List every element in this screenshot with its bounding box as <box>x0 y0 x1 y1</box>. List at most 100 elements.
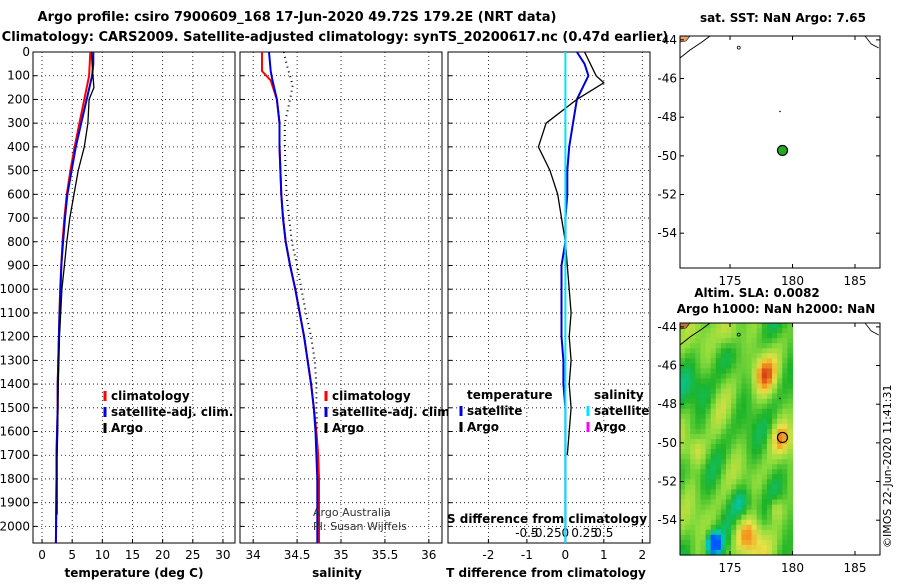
sla-cell <box>761 388 768 395</box>
sla-cell <box>685 474 691 480</box>
sla-cell <box>761 504 768 511</box>
island-marker <box>736 332 741 337</box>
coastline-east <box>864 35 879 49</box>
sla-cell <box>731 398 737 405</box>
sla-cell <box>710 433 717 440</box>
sla-cell <box>787 348 794 354</box>
sla-cell <box>746 539 753 546</box>
sla-cell <box>690 353 696 359</box>
sla-cell <box>751 413 758 420</box>
sla-cell <box>766 524 773 531</box>
sla-cell <box>787 418 794 425</box>
sla-cell <box>710 378 717 385</box>
sla-cell <box>690 423 696 430</box>
sla-cell <box>766 428 773 435</box>
sla-cell <box>782 333 788 339</box>
sla-cell <box>695 534 702 541</box>
sla-cell <box>777 529 783 536</box>
sla-cell <box>772 494 778 501</box>
x-tick-label: 1 <box>600 548 608 562</box>
sla-cell <box>695 428 702 435</box>
sla-cell <box>761 363 768 369</box>
sla-cell <box>746 393 753 400</box>
sla-map-panel: -44 -46 -48 -50 -52 -54 175 180 185 <box>657 320 881 575</box>
sla-cell <box>685 454 691 460</box>
argo-credit-line-1: Argo Australia <box>313 506 391 519</box>
sla-cell <box>715 403 722 410</box>
sla-cell <box>700 484 707 491</box>
sla-cell <box>731 489 737 496</box>
sla-cell <box>746 403 753 410</box>
sla-cell <box>766 323 773 329</box>
sla-cell <box>705 348 712 354</box>
sla-cell <box>766 333 773 339</box>
sla-cell <box>751 388 758 395</box>
sla-cell <box>777 343 783 349</box>
sla-cell <box>720 479 727 485</box>
sla-cell <box>685 388 691 395</box>
sla-cell <box>705 408 712 415</box>
profile-location-marker <box>776 144 789 157</box>
x-tick-label: 2 <box>638 548 646 562</box>
sla-cell <box>736 398 742 405</box>
map-lat-label: -50 <box>657 436 677 450</box>
sla-cell <box>705 378 712 385</box>
sla-cell <box>777 428 783 435</box>
depth-tick-label: 1100 <box>0 306 30 320</box>
sla-cell <box>756 544 763 551</box>
sla-cell <box>777 328 783 334</box>
sla-cell <box>777 499 783 506</box>
sla-cell <box>705 358 712 364</box>
sla-cell <box>741 534 748 541</box>
sla-cell <box>736 539 742 546</box>
sla-cell <box>695 499 702 506</box>
sla-cell <box>751 348 758 354</box>
sla-cell <box>715 449 722 455</box>
sla-cell <box>685 439 691 445</box>
sla-cell <box>690 403 696 410</box>
sla-cell <box>746 544 753 551</box>
sla-cell <box>731 454 737 460</box>
sla-cell <box>715 499 722 506</box>
sla-cell <box>685 423 691 430</box>
sla-cell <box>731 499 737 506</box>
sla-cell <box>751 358 758 364</box>
sla-cell <box>787 459 794 465</box>
sla-cell <box>695 398 702 405</box>
depth-tick-label: 900 <box>7 258 30 272</box>
sla-cell <box>720 519 727 526</box>
map-lat-label: -44 <box>657 320 677 334</box>
sla-cell <box>726 423 732 430</box>
sla-cell <box>756 459 763 465</box>
sla-cell <box>690 449 696 455</box>
sla-cell <box>736 383 742 390</box>
sla-cell <box>782 348 788 354</box>
sla-cell <box>726 489 732 496</box>
x-tick-label: 0 <box>562 548 570 562</box>
sla-cell <box>720 333 727 339</box>
sla-cell <box>777 423 783 430</box>
sla-cell <box>695 484 702 491</box>
sla-cell <box>756 519 763 526</box>
sla-cell <box>751 398 758 405</box>
sla-cell <box>756 363 763 369</box>
sla-cell <box>761 338 768 344</box>
sla-cell <box>751 464 758 470</box>
sla-cell <box>772 378 778 385</box>
sla-cell <box>726 479 732 485</box>
sla-cell <box>700 363 707 369</box>
sla-cell <box>715 328 722 334</box>
sla-cell <box>690 479 696 485</box>
sla-cell <box>772 474 778 480</box>
sla-cell <box>726 524 732 531</box>
sla-cell <box>772 383 778 390</box>
sla-cell <box>685 403 691 410</box>
sla-cell <box>726 353 732 359</box>
sla-cell <box>710 509 717 516</box>
sla-cell <box>741 449 748 455</box>
sla-cell <box>787 333 794 339</box>
sla-cell <box>695 393 702 400</box>
depth-tick-label: 1000 <box>0 282 30 296</box>
sla-cell <box>787 454 794 460</box>
